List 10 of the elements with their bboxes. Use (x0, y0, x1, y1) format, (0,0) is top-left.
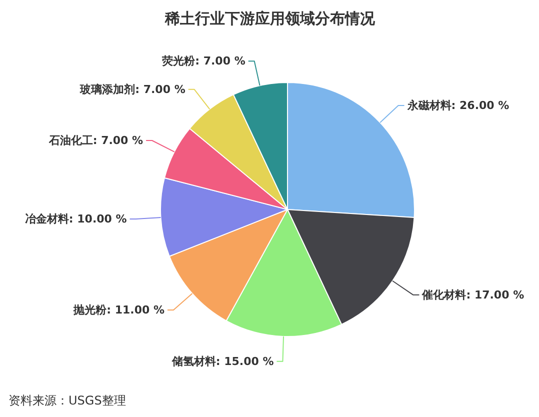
slice-label: 荧光粉: 7.00 % (161, 54, 246, 68)
slice-label: 石油化工: 7.00 % (48, 134, 144, 147)
slice-label: 储氢材料: 15.00 % (170, 354, 274, 368)
slice-label: 催化材料: 17.00 % (421, 288, 524, 302)
slice-label: 玻璃添加剂: 7.00 % (79, 82, 186, 96)
slice-label: 冶金材料: 10.00 % (24, 212, 127, 226)
text: 资料来源：USGS整理 (8, 394, 126, 408)
chart-title: 稀土行业下游应用领域分布情况 (164, 10, 376, 28)
slice-label: 抛光粉: 11.00 % (72, 304, 164, 317)
slice-label: 永磁材料: 26.00 % (406, 98, 510, 112)
